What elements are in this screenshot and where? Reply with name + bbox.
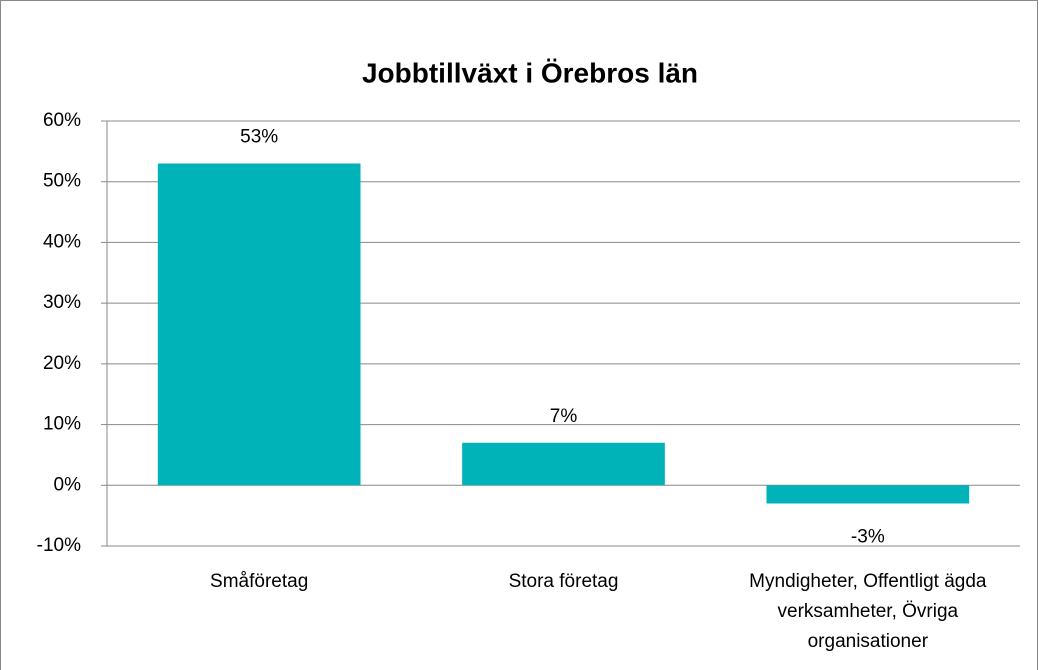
y-tick-label: -10% [37, 535, 81, 556]
y-tick-label: 60% [43, 110, 81, 131]
x-tick-label: Småföretag [210, 571, 308, 592]
value-label: 7% [550, 406, 578, 427]
y-tick-label: 10% [43, 414, 81, 435]
chart-title: Jobbtillväxt i Örebros län [362, 57, 698, 88]
y-tick-label: 50% [43, 171, 81, 192]
bar [766, 485, 970, 504]
y-tick-label: 30% [43, 292, 81, 313]
x-tick-label: Myndigheter, Offentligt ägda verksamheter… [749, 571, 987, 652]
bar [462, 442, 665, 486]
x-tick-label: Stora företag [509, 571, 619, 592]
value-label: 53% [240, 127, 278, 148]
value-label: -3% [851, 527, 885, 548]
bar [157, 163, 361, 486]
y-tick-label: 20% [43, 353, 81, 374]
y-tick-label: 40% [43, 231, 81, 252]
y-tick-label: 0% [54, 474, 82, 495]
